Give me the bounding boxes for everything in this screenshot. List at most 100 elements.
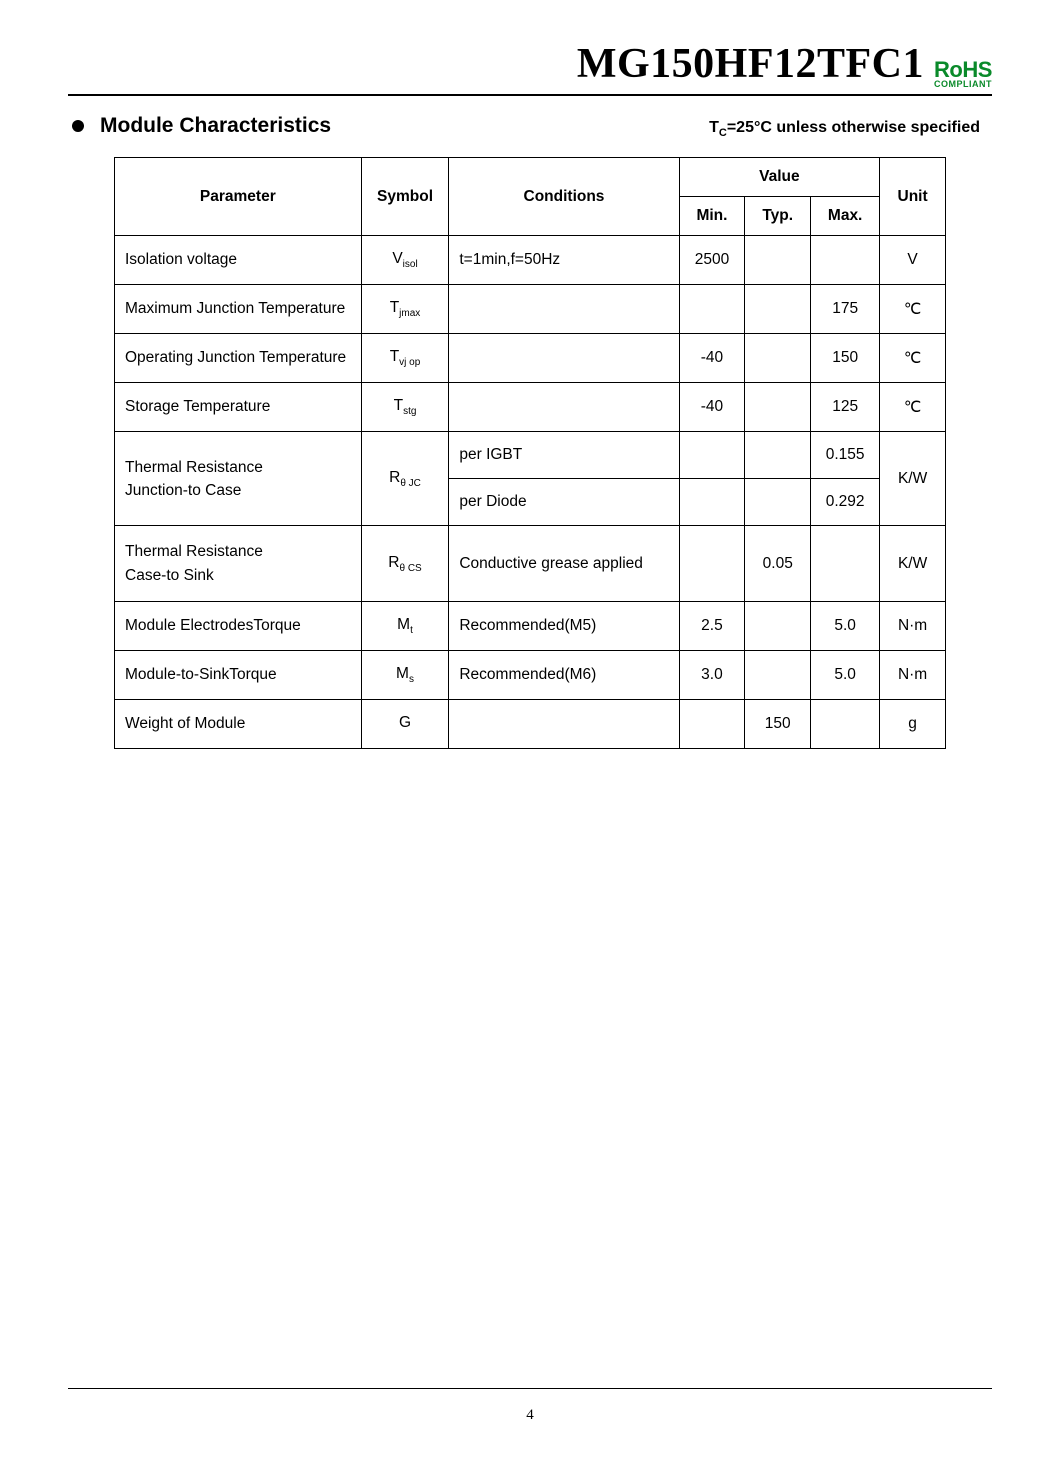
sym-main: T <box>390 299 399 316</box>
sym-main: M <box>397 616 410 633</box>
cell-cond <box>449 334 679 383</box>
th-parameter: Parameter <box>115 158 362 236</box>
cell-symbol: Tstg <box>361 383 449 432</box>
cell-min <box>679 700 745 749</box>
cell-unit: N·m <box>880 601 946 650</box>
cell-unit: K/W <box>880 526 946 602</box>
param-line1: Thermal Resistance <box>125 459 263 476</box>
cell-unit: g <box>880 700 946 749</box>
cell-typ <box>745 479 811 526</box>
cell-cond: Recommended(M6) <box>449 651 679 700</box>
cell-max: 150 <box>811 334 880 383</box>
table-head: Parameter Symbol Conditions Value Unit M… <box>115 158 946 236</box>
cell-param: Module-to-SinkTorque <box>115 651 362 700</box>
cell-param: Maximum Junction Temperature <box>115 285 362 334</box>
th-max: Max. <box>811 197 880 236</box>
page-header: MG150HF12TFC1 RoHS COMPLIANT <box>68 40 992 96</box>
cell-symbol: G <box>361 700 449 749</box>
cond-sub: C <box>719 127 727 139</box>
th-typ: Typ. <box>745 197 811 236</box>
cell-param: Isolation voltage <box>115 236 362 285</box>
sym-main: M <box>396 665 409 682</box>
cell-typ <box>745 651 811 700</box>
th-symbol: Symbol <box>361 158 449 236</box>
cell-symbol: Tjmax <box>361 285 449 334</box>
cell-min: 2500 <box>679 236 745 285</box>
cell-cond: per IGBT <box>449 432 679 479</box>
cell-min: 3.0 <box>679 651 745 700</box>
sym-main: T <box>394 397 403 414</box>
sym-main: R <box>389 469 400 486</box>
cell-symbol: Ms <box>361 651 449 700</box>
sym-sub: θ CS <box>399 563 421 574</box>
th-value: Value <box>679 158 880 197</box>
table-row: Operating Junction Temperature Tvj op -4… <box>115 334 946 383</box>
cell-max <box>811 700 880 749</box>
table-row: Thermal Resistance Junction-to Case Rθ J… <box>115 432 946 479</box>
sym-sub: isol <box>403 259 418 270</box>
page-footer: 4 <box>68 1388 992 1424</box>
cell-min: -40 <box>679 383 745 432</box>
cell-unit: N·m <box>880 651 946 700</box>
cell-unit: ℃ <box>880 383 946 432</box>
th-min: Min. <box>679 197 745 236</box>
cell-unit: V <box>880 236 946 285</box>
cell-cond: Recommended(M5) <box>449 601 679 650</box>
cell-typ: 0.05 <box>745 526 811 602</box>
bullet-icon <box>72 120 84 132</box>
table-row: Module-to-SinkTorque Ms Recommended(M6) … <box>115 651 946 700</box>
cell-unit: K/W <box>880 432 946 526</box>
condition-note: TC=25°C unless otherwise specified <box>709 119 992 139</box>
param-line1: Thermal Resistance <box>125 543 263 560</box>
cell-param: Storage Temperature <box>115 383 362 432</box>
cond-rest: =25°C unless otherwise specified <box>727 119 980 136</box>
cell-cond <box>449 383 679 432</box>
cell-max: 125 <box>811 383 880 432</box>
table-row: Storage Temperature Tstg -40 125 ℃ <box>115 383 946 432</box>
cell-cond: Conductive grease applied <box>449 526 679 602</box>
cell-cond <box>449 700 679 749</box>
cell-symbol: Rθ JC <box>361 432 449 526</box>
cell-min: -40 <box>679 334 745 383</box>
characteristics-table: Parameter Symbol Conditions Value Unit M… <box>114 157 946 749</box>
cell-unit: ℃ <box>880 285 946 334</box>
section-header-row: Module Characteristics TC=25°C unless ot… <box>68 114 992 139</box>
table-head-row-1: Parameter Symbol Conditions Value Unit <box>115 158 946 197</box>
cell-typ <box>745 285 811 334</box>
sym-sub: s <box>409 674 414 685</box>
table-row: Weight of Module G 150 g <box>115 700 946 749</box>
param-line2: Junction-to Case <box>125 482 241 499</box>
table-row: Module ElectrodesTorque Mt Recommended(M… <box>115 601 946 650</box>
cell-typ <box>745 236 811 285</box>
cell-min <box>679 479 745 526</box>
sym-main: G <box>399 714 411 731</box>
rohs-badge: RoHS COMPLIANT <box>934 60 992 88</box>
cell-typ <box>745 383 811 432</box>
part-number: MG150HF12TFC1 <box>577 40 924 88</box>
cell-cond: t=1min,f=50Hz <box>449 236 679 285</box>
cell-symbol: Mt <box>361 601 449 650</box>
cell-cond: per Diode <box>449 479 679 526</box>
table-body: Isolation voltage Visol t=1min,f=50Hz 25… <box>115 236 946 749</box>
cell-symbol: Rθ CS <box>361 526 449 602</box>
table-row: Maximum Junction Temperature Tjmax 175 ℃ <box>115 285 946 334</box>
cell-symbol: Tvj op <box>361 334 449 383</box>
cell-cond <box>449 285 679 334</box>
cell-max <box>811 526 880 602</box>
cell-min <box>679 285 745 334</box>
th-unit: Unit <box>880 158 946 236</box>
sym-main: T <box>390 348 399 365</box>
rohs-text: RoHS <box>934 60 992 80</box>
th-conditions: Conditions <box>449 158 679 236</box>
cell-param: Module ElectrodesTorque <box>115 601 362 650</box>
cell-param: Operating Junction Temperature <box>115 334 362 383</box>
cell-param: Weight of Module <box>115 700 362 749</box>
cell-typ <box>745 601 811 650</box>
cond-prefix: T <box>709 119 719 136</box>
cell-typ: 150 <box>745 700 811 749</box>
page-number: 4 <box>526 1407 534 1423</box>
sym-sub: jmax <box>399 308 420 319</box>
cell-symbol: Visol <box>361 236 449 285</box>
param-line2: Case-to Sink <box>125 567 214 584</box>
cell-min <box>679 432 745 479</box>
